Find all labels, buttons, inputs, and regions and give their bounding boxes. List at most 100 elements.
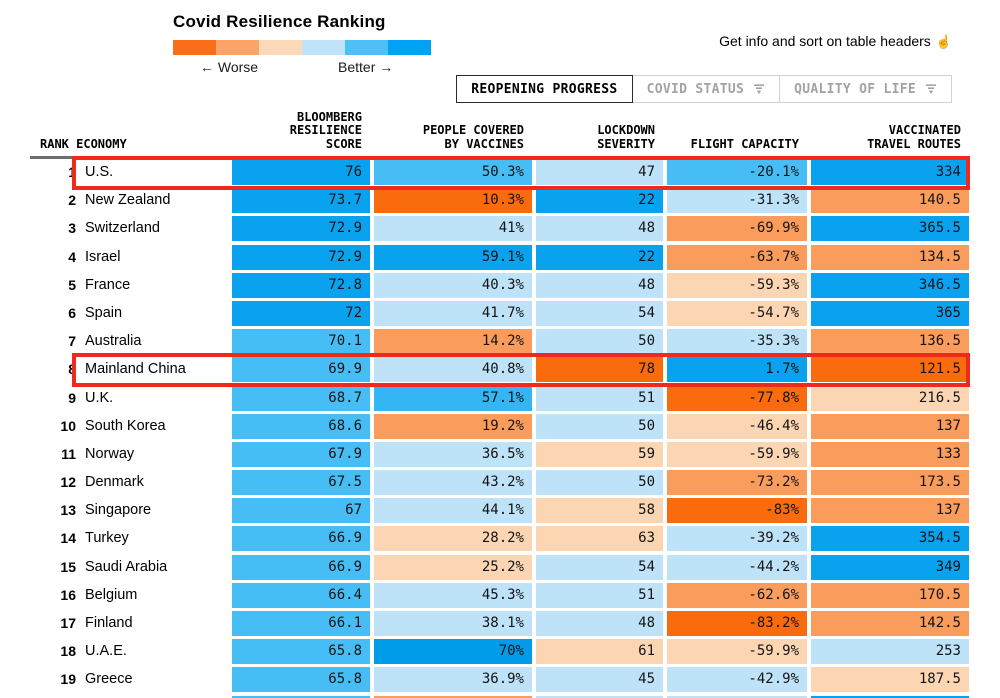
table-row: 7 Australia 70.1 14.2% 50 -35.3% 136.5 xyxy=(40,329,969,355)
score-cell: 67 xyxy=(232,498,370,524)
lockdown-cell: 58 xyxy=(536,498,663,524)
rank-cell: 1 xyxy=(68,164,76,180)
vaccines-cell: 36.5% xyxy=(374,441,532,467)
column-header-rank-economy[interactable]: RANK ECONOMY xyxy=(40,136,127,151)
score-cell: 73.7 xyxy=(232,188,370,214)
economy-cell: Greece xyxy=(85,671,133,688)
table-row: 14 Turkey 66.9 28.2% 63 -39.2% 354.5 xyxy=(40,526,969,552)
flight-cell: -59.9% xyxy=(667,441,807,467)
flight-cell: -69.9% xyxy=(667,216,807,242)
vaccines-cell: 50.3% xyxy=(374,160,532,185)
lockdown-cell: 50 xyxy=(536,413,663,439)
lockdown-cell: 54 xyxy=(536,554,663,580)
rank-cell: 3 xyxy=(68,220,76,237)
economy-cell: Finland xyxy=(85,615,133,631)
economy-cell: Mainland China xyxy=(85,361,186,378)
tab-label: QUALITY OF LIFE xyxy=(794,81,916,97)
score-cell: 65.8 xyxy=(232,639,370,665)
vaccines-cell: 40.8% xyxy=(374,357,532,383)
rank-cell: 13 xyxy=(60,502,76,519)
vaccines-cell: 19.2% xyxy=(374,413,532,439)
score-cell: 66.9 xyxy=(232,554,370,580)
tab-label: COVID STATUS xyxy=(646,81,745,97)
economy-cell: U.K. xyxy=(85,389,114,406)
legend-swatch xyxy=(345,40,388,55)
flight-cell: -63.7% xyxy=(667,244,807,270)
table-row xyxy=(40,695,969,698)
score-cell: 72.9 xyxy=(232,216,370,242)
rank-cell: 4 xyxy=(68,248,76,265)
lockdown-cell: 54 xyxy=(536,300,663,326)
rank-cell: 17 xyxy=(60,615,76,631)
routes-cell: 346.5 xyxy=(811,272,969,298)
table-row: 12 Denmark 67.5 43.2% 50 -73.2% 173.5 xyxy=(40,470,969,496)
tab-quality-of-life[interactable]: QUALITY OF LIFE xyxy=(779,75,952,103)
rank-cell: 6 xyxy=(68,304,76,321)
rank-cell: 14 xyxy=(60,530,76,547)
table-row: 8 Mainland China 69.9 40.8% 78 1.7% 121.… xyxy=(40,357,969,383)
routes-cell: 136.5 xyxy=(811,329,969,355)
lockdown-cell: 45 xyxy=(536,667,663,693)
routes-cell: 133 xyxy=(811,441,969,467)
lockdown-cell: 22 xyxy=(536,188,663,214)
economy-cell: Denmark xyxy=(85,474,144,491)
routes-cell: 216.5 xyxy=(811,385,969,411)
economy-cell: New Zealand xyxy=(85,192,171,209)
routes-cell: 142.5 xyxy=(811,611,969,636)
score-cell: 68.6 xyxy=(232,413,370,439)
lockdown-cell: 51 xyxy=(536,582,663,608)
rank-cell: 19 xyxy=(60,671,76,688)
routes-cell: 121.5 xyxy=(811,357,969,383)
economy-cell: U.A.E. xyxy=(85,643,127,660)
rank-cell: 5 xyxy=(68,276,76,293)
table-body: 1 U.S. 76 50.3% 47 -20.1% 334 2 New Zeal… xyxy=(40,160,969,698)
column-header-flight-capacity[interactable]: FLIGHT CAPACITY xyxy=(690,136,799,151)
pointer-hand-icon: ☝ xyxy=(935,34,952,49)
flight-cell: -73.2% xyxy=(667,470,807,496)
rank-cell: 7 xyxy=(68,333,76,350)
vaccines-cell: 59.1% xyxy=(374,244,532,270)
score-cell: 67.9 xyxy=(232,441,370,467)
lockdown-cell xyxy=(536,695,663,698)
routes-cell: 365 xyxy=(811,300,969,326)
legend-swatch xyxy=(259,40,302,55)
table-row: 15 Saudi Arabia 66.9 25.2% 54 -44.2% 349 xyxy=(40,554,969,580)
flight-cell xyxy=(667,695,807,698)
color-scale-legend xyxy=(173,40,431,55)
lockdown-cell: 48 xyxy=(536,216,663,242)
legend-worse-label: ← Worse xyxy=(200,59,259,75)
vaccines-cell: 45.3% xyxy=(374,582,532,608)
routes-cell: 137 xyxy=(811,498,969,524)
score-cell: 72.8 xyxy=(232,272,370,298)
routes-cell: 365.5 xyxy=(811,216,969,242)
tab-covid-status[interactable]: COVID STATUS xyxy=(631,75,781,103)
column-header-vaccinated-travel-routes[interactable]: VACCINATED TRAVEL ROUTES xyxy=(867,123,961,151)
flight-cell: 1.7% xyxy=(667,357,807,383)
score-cell: 72 xyxy=(232,300,370,326)
table-row: 9 U.K. 68.7 57.1% 51 -77.8% 216.5 xyxy=(40,385,969,411)
rank-cell: 9 xyxy=(68,389,76,406)
column-header-lockdown-severity[interactable]: LOCKDOWN SEVERITY xyxy=(597,123,655,151)
score-cell: 66.9 xyxy=(232,526,370,552)
flight-cell: -83.2% xyxy=(667,611,807,636)
column-header-bloomberg-resilience-score[interactable]: BLOOMBERG RESILIENCE SCORE xyxy=(289,109,362,151)
rank-cell: 8 xyxy=(68,361,76,378)
flight-cell: -44.2% xyxy=(667,554,807,580)
economy-cell: U.S. xyxy=(85,164,114,180)
rank-cell: 12 xyxy=(60,474,76,491)
table-row: 5 France 72.8 40.3% 48 -59.3% 346.5 xyxy=(40,272,969,298)
tab-reopening-progress[interactable]: REOPENING PROGRESS xyxy=(456,75,633,103)
economy-cell: France xyxy=(85,276,131,293)
table-hint: Get info and sort on table headers ☝ xyxy=(719,33,952,50)
legend-swatch xyxy=(302,40,345,55)
tab-label: REOPENING PROGRESS xyxy=(471,81,618,97)
rank-cell: 15 xyxy=(60,558,76,575)
column-header-people-covered-by-vaccines[interactable]: PEOPLE COVERED BY VACCINES xyxy=(422,123,524,151)
score-cell: 68.7 xyxy=(232,385,370,411)
vaccines-cell: 44.1% xyxy=(374,498,532,524)
legend-better-label: Better → xyxy=(338,59,394,75)
view-tabs: REOPENING PROGRESS COVID STATUS QUALITY OF… xyxy=(456,75,952,103)
economy-cell: Spain xyxy=(85,304,123,321)
economy-cell: Switzerland xyxy=(85,220,160,237)
flight-cell: -42.9% xyxy=(667,667,807,693)
